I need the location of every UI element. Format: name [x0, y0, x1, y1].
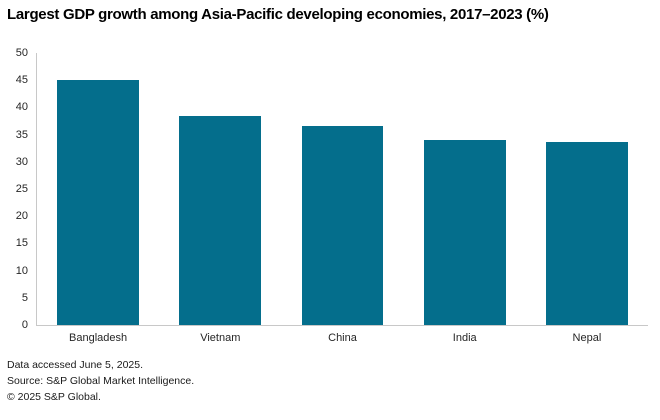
footnote-data-accessed: Data accessed June 5, 2025.	[7, 359, 144, 371]
bar-column-china: China	[281, 53, 403, 344]
bar-india	[423, 139, 506, 325]
y-tick-label: 45	[15, 74, 28, 87]
chart-title: Largest GDP growth among Asia-Pacific de…	[7, 6, 549, 23]
x-axis-label: China	[328, 332, 357, 344]
y-tick-label: 25	[15, 183, 28, 195]
bar-column-vietnam: Vietnam	[159, 53, 281, 344]
bar-column-nepal: Nepal	[526, 53, 648, 344]
bar-vietnam	[179, 115, 262, 325]
bar-nepal	[545, 141, 628, 325]
y-tick-label: 40	[15, 101, 28, 114]
footnote-copyright: © 2025 S&P Global.	[7, 391, 101, 403]
footnotes: Data accessed June 5, 2025. Source: S&P …	[7, 357, 194, 405]
x-axis-label: Vietnam	[200, 332, 241, 344]
footnote-source: Source: S&P Global Market Intelligence.	[7, 375, 195, 387]
y-tick-label: 20	[15, 210, 28, 223]
y-tick-label: 5	[21, 291, 28, 304]
y-tick-label: 50	[15, 47, 28, 59]
x-axis-label: Nepal	[572, 332, 602, 344]
x-axis-label: India	[452, 332, 477, 344]
x-axis-label: Bangladesh	[69, 332, 128, 344]
y-tick-label: 10	[15, 264, 28, 277]
bar-china	[301, 126, 384, 325]
y-tick-label: 35	[15, 128, 28, 141]
bar-bangladesh	[57, 80, 140, 325]
bar-column-bangladesh: Bangladesh	[37, 53, 159, 344]
y-tick-label: 30	[15, 155, 28, 168]
y-tick-label: 0	[21, 319, 28, 331]
y-tick-label: 15	[15, 237, 28, 250]
plot-area: Bangladesh Vietnam China India Nepal	[36, 53, 648, 344]
bar-column-india: India	[404, 53, 526, 344]
bar-series: Bangladesh Vietnam China India Nepal	[37, 53, 648, 344]
